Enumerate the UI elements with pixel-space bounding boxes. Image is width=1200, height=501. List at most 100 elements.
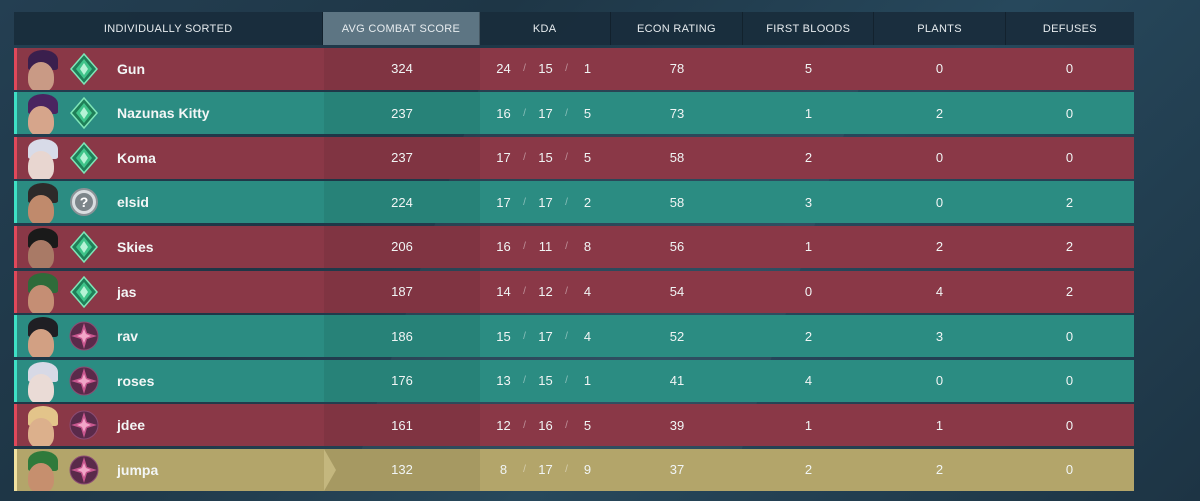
kda-separator: /	[565, 464, 568, 476]
player-name[interactable]: Koma	[117, 149, 156, 166]
player-name[interactable]: jdee	[117, 417, 146, 434]
assists-value: 1	[583, 61, 592, 77]
plants-value: 0	[935, 373, 944, 389]
player-name[interactable]: jas	[117, 283, 137, 300]
player-identity: roses	[14, 360, 324, 402]
agent-portrait-icon	[22, 404, 60, 447]
team-color-stripe	[14, 225, 17, 268]
kills-value: 17	[496, 194, 511, 210]
deaths-value: 17	[538, 105, 553, 121]
plants-value: 0	[935, 194, 944, 210]
team-color-stripe	[14, 315, 17, 358]
player-row[interactable]: Koma 237 17 / 15 / 5 58 2 0 0	[14, 136, 1134, 179]
assists-value: 5	[583, 417, 592, 433]
econ-value: 58	[669, 150, 685, 166]
kills-value: 16	[496, 239, 511, 255]
assists-value: 4	[583, 284, 592, 300]
acs-value: 237	[324, 92, 480, 135]
first-bloods-value: 4	[804, 373, 813, 389]
kda-separator: /	[523, 63, 526, 75]
econ-value: 52	[669, 328, 685, 344]
defuses-value: 2	[1065, 194, 1074, 210]
plants-value: 2	[935, 239, 944, 255]
plants-value: 2	[935, 462, 944, 478]
player-identity: Nazunas Kitty	[14, 92, 324, 135]
player-row[interactable]: jumpa 132 8 / 17 / 9 37 2 2 0	[14, 448, 1134, 491]
plants-value: 1	[935, 417, 944, 433]
team-color-stripe	[14, 448, 17, 491]
defuses-value: 0	[1065, 373, 1074, 389]
agent-portrait-icon	[22, 271, 60, 313]
kda-separator: /	[523, 286, 526, 298]
player-name[interactable]: rav	[117, 328, 139, 345]
kills-value: 12	[496, 417, 511, 433]
ascendant-rank-icon	[68, 365, 100, 397]
kda-separator: /	[565, 107, 568, 119]
plants-value: 4	[935, 284, 944, 300]
team-color-stripe	[14, 181, 17, 224]
ascendant-rank-icon	[68, 409, 100, 441]
unranked-question-icon: ?	[68, 186, 100, 218]
kda-value: 15 / 17 / 4	[480, 315, 611, 357]
diamond-rank-icon	[68, 141, 100, 174]
defuses-value: 2	[1065, 284, 1074, 300]
kills-value: 15	[496, 328, 511, 344]
defuses-value: 0	[1065, 417, 1074, 433]
player-name[interactable]: Nazunas Kitty	[117, 105, 210, 122]
header-first-bloods[interactable]: FIRST BLOODS	[743, 12, 875, 45]
player-name[interactable]: elsid	[117, 194, 149, 211]
player-row[interactable]: jdee 161 12 / 16 / 5 39 1 1 0	[14, 404, 1134, 447]
player-row[interactable]: Skies 206 16 / 11 / 8 56 1 2 2	[14, 225, 1134, 268]
player-name[interactable]: roses	[117, 372, 155, 389]
player-row[interactable]: jas 187 14 / 12 / 4 54 0 4 2	[14, 270, 1134, 313]
player-row[interactable]: Nazunas Kitty 237 16 / 17 / 5 73 1 2 0	[14, 92, 1134, 135]
plants-value: 0	[935, 61, 944, 77]
player-identity: Gun	[14, 48, 324, 90]
header-kda[interactable]: KDA	[480, 12, 611, 45]
kda-separator: /	[565, 152, 568, 164]
team-color-stripe	[14, 404, 17, 447]
player-row[interactable]: Gun 324 24 / 15 / 1 78 5 0 0	[14, 47, 1134, 90]
team-color-stripe	[14, 47, 17, 90]
econ-value: 78	[669, 61, 685, 77]
kda-value: 8 / 17 / 9	[480, 449, 611, 491]
header-acs[interactable]: AVG COMBAT SCORE	[323, 12, 480, 45]
diamond-rank-icon	[68, 97, 100, 130]
player-row[interactable]: ? elsid 224 17 / 17 / 2 58 3 0 2	[14, 181, 1134, 224]
kda-separator: /	[565, 196, 568, 208]
first-bloods-value: 1	[804, 239, 813, 255]
econ-value: 58	[669, 194, 685, 210]
header-plants[interactable]: PLANTS	[874, 12, 1006, 45]
player-identity: jdee	[14, 404, 324, 447]
team-color-stripe	[14, 92, 17, 135]
econ-value: 54	[669, 284, 685, 300]
player-row[interactable]: roses 176 13 / 15 / 1 41 4 0 0	[14, 359, 1134, 402]
deaths-value: 17	[538, 328, 553, 344]
defuses-value: 0	[1065, 150, 1074, 166]
player-name[interactable]: jumpa	[117, 461, 159, 478]
player-row[interactable]: rav 186 15 / 17 / 4 52 2 3 0	[14, 315, 1134, 358]
player-identity: jas	[14, 271, 324, 313]
kda-separator: /	[523, 152, 526, 164]
team-color-stripe	[14, 270, 17, 313]
econ-value: 41	[669, 373, 685, 389]
acs-value: 186	[324, 315, 480, 358]
kda-separator: /	[523, 375, 526, 387]
plants-value: 0	[935, 150, 944, 166]
kda-value: 17 / 15 / 5	[480, 137, 611, 179]
first-bloods-value: 2	[804, 150, 813, 166]
assists-value: 2	[583, 194, 592, 210]
agent-portrait-icon	[22, 226, 60, 268]
defuses-value: 0	[1065, 61, 1074, 77]
player-name[interactable]: Skies	[117, 238, 154, 255]
kda-separator: /	[565, 375, 568, 387]
kda-separator: /	[565, 330, 568, 342]
header-defuses[interactable]: DEFUSES	[1042, 22, 1097, 35]
kda-value: 16 / 17 / 5	[480, 92, 611, 134]
deaths-value: 11	[538, 239, 553, 255]
assists-value: 5	[583, 105, 592, 121]
player-name[interactable]: Gun	[117, 60, 145, 77]
header-econ[interactable]: ECON RATING	[611, 12, 744, 45]
agent-portrait-icon	[22, 315, 60, 358]
header-name[interactable]: INDIVIDUALLY SORTED	[14, 12, 324, 45]
